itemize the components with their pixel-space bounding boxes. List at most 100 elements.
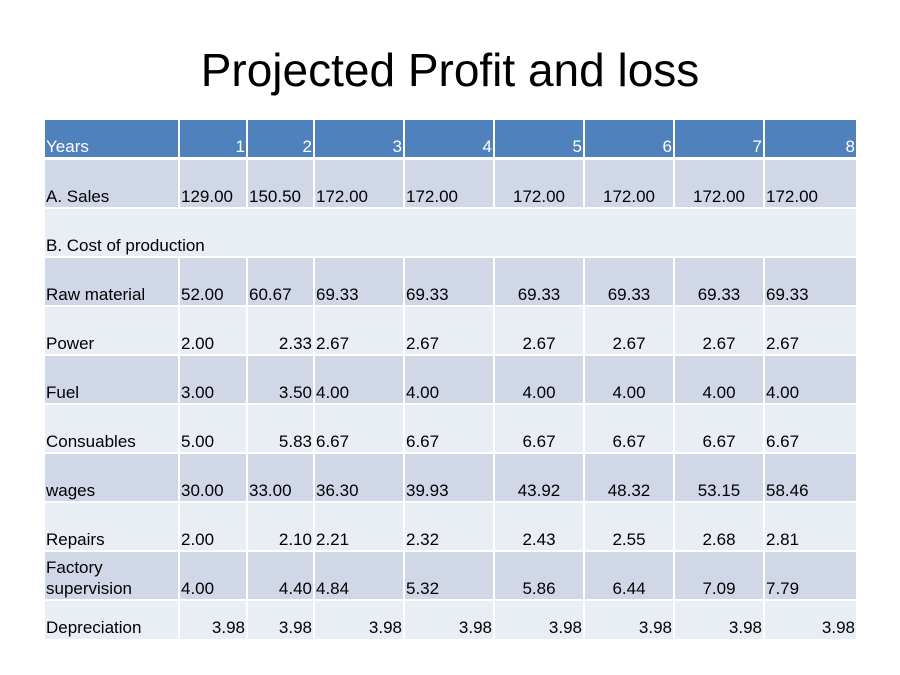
cell: 69.33 (585, 258, 675, 307)
cell: 4.00 (180, 552, 248, 601)
cell: 43.92 (495, 454, 585, 503)
cell: 2.67 (765, 307, 856, 356)
cell: 4.00 (585, 356, 675, 405)
cell: 69.33 (675, 258, 765, 307)
cell: 3.98 (675, 601, 765, 641)
cell: 172.00 (585, 160, 675, 209)
header-year-8: 8 (765, 120, 856, 160)
cell: 2.21 (315, 503, 405, 552)
cell: 4.00 (405, 356, 495, 405)
cell: 4.84 (315, 552, 405, 601)
cell: 5.86 (495, 552, 585, 601)
cell: 69.33 (765, 258, 856, 307)
cell: 2.55 (585, 503, 675, 552)
cell: 69.33 (495, 258, 585, 307)
row-label: Consuables (45, 405, 180, 454)
cell: 5.32 (405, 552, 495, 601)
cell: 172.00 (765, 160, 856, 209)
cell: 3.98 (248, 601, 315, 641)
cell: 4.00 (495, 356, 585, 405)
header-year-1: 1 (180, 120, 248, 160)
table-row-consumables: Consuables 5.00 5.83 6.67 6.67 6.67 6.67… (45, 405, 856, 454)
cell: 172.00 (495, 160, 585, 209)
header-label: Years (45, 120, 180, 160)
header-year-4: 4 (405, 120, 495, 160)
row-label: A. Sales (45, 160, 180, 209)
header-year-6: 6 (585, 120, 675, 160)
cell: 48.32 (585, 454, 675, 503)
cell: 39.93 (405, 454, 495, 503)
cell: 2.67 (405, 307, 495, 356)
cell: 2.00 (180, 503, 248, 552)
cell: 2.68 (675, 503, 765, 552)
row-label: Fuel (45, 356, 180, 405)
row-label-line2: supervision (46, 579, 132, 598)
cell: 6.67 (405, 405, 495, 454)
cell: 3.98 (180, 601, 248, 641)
profit-loss-table: Years 1 2 3 4 5 6 7 8 A. Sales 129.00 15… (45, 120, 856, 641)
cell: 7.09 (675, 552, 765, 601)
cell: 2.00 (180, 307, 248, 356)
cell: 3.00 (180, 356, 248, 405)
row-label: Factory supervision (45, 552, 180, 601)
cell: 6.67 (675, 405, 765, 454)
cell: 60.67 (248, 258, 315, 307)
header-year-2: 2 (248, 120, 315, 160)
cell: 69.33 (315, 258, 405, 307)
row-label: Raw material (45, 258, 180, 307)
cell: 69.33 (405, 258, 495, 307)
cell: 4.00 (765, 356, 856, 405)
table-row-power: Power 2.00 2.33 2.67 2.67 2.67 2.67 2.67… (45, 307, 856, 356)
table-row-raw-material: Raw material 52.00 60.67 69.33 69.33 69.… (45, 258, 856, 307)
cell: 58.46 (765, 454, 856, 503)
cell: 150.50 (248, 160, 315, 209)
cell: 4.40 (248, 552, 315, 601)
cell: 2.67 (315, 307, 405, 356)
table-row-wages: wages 30.00 33.00 36.30 39.93 43.92 48.3… (45, 454, 856, 503)
header-year-7: 7 (675, 120, 765, 160)
cell: 172.00 (315, 160, 405, 209)
cell: 3.50 (248, 356, 315, 405)
header-row: Years 1 2 3 4 5 6 7 8 (45, 120, 856, 160)
table-row-depreciation: Depreciation 3.98 3.98 3.98 3.98 3.98 3.… (45, 601, 856, 641)
cell: 3.98 (765, 601, 856, 641)
header-year-5: 5 (495, 120, 585, 160)
section-label: B. Cost of production (45, 209, 856, 258)
cell: 3.98 (495, 601, 585, 641)
cell: 33.00 (248, 454, 315, 503)
cell: 129.00 (180, 160, 248, 209)
cell: 4.00 (675, 356, 765, 405)
cell: 53.15 (675, 454, 765, 503)
cell: 30.00 (180, 454, 248, 503)
cell: 6.67 (315, 405, 405, 454)
cell: 2.67 (675, 307, 765, 356)
table-row-factory-supervision: Factory supervision 4.00 4.40 4.84 5.32 5… (45, 552, 856, 601)
cell: 172.00 (405, 160, 495, 209)
row-label: Power (45, 307, 180, 356)
cell: 52.00 (180, 258, 248, 307)
table-row-fuel: Fuel 3.00 3.50 4.00 4.00 4.00 4.00 4.00 … (45, 356, 856, 405)
cell: 2.10 (248, 503, 315, 552)
cell: 5.83 (248, 405, 315, 454)
cell: 36.30 (315, 454, 405, 503)
cell: 6.44 (585, 552, 675, 601)
row-label: Repairs (45, 503, 180, 552)
cell: 3.98 (405, 601, 495, 641)
cell: 3.98 (585, 601, 675, 641)
cell: 6.67 (585, 405, 675, 454)
header-year-3: 3 (315, 120, 405, 160)
table-row-sales: A. Sales 129.00 150.50 172.00 172.00 172… (45, 160, 856, 209)
cell: 2.67 (585, 307, 675, 356)
row-label: Depreciation (45, 601, 180, 641)
cell: 2.33 (248, 307, 315, 356)
cell: 4.00 (315, 356, 405, 405)
cell: 2.32 (405, 503, 495, 552)
cell: 2.67 (495, 307, 585, 356)
table-row-repairs: Repairs 2.00 2.10 2.21 2.32 2.43 2.55 2.… (45, 503, 856, 552)
cell: 2.43 (495, 503, 585, 552)
slide-title: Projected Profit and loss (200, 44, 700, 96)
row-label-line1: Factory (46, 558, 103, 577)
cell: 172.00 (675, 160, 765, 209)
row-label: wages (45, 454, 180, 503)
cell: 6.67 (765, 405, 856, 454)
